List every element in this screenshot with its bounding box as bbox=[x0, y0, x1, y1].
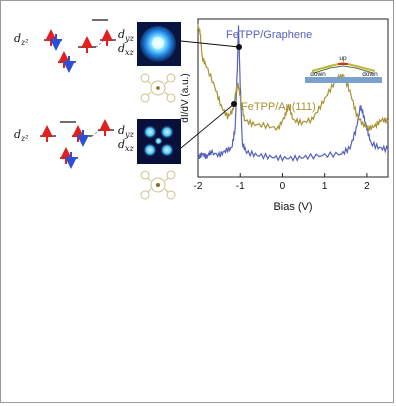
orbital-diagram-top: dz² dyz dxz bbox=[14, 19, 135, 73]
orbital-diagram-bottom: dz² dyz dxz bbox=[14, 119, 135, 169]
stm-image-bottom bbox=[137, 119, 181, 164]
x-tick-label: 2 bbox=[364, 181, 370, 192]
x-tick-label: -1 bbox=[236, 181, 245, 192]
inset-label-up: up bbox=[339, 55, 347, 62]
orbital-label-dyz-b: dyz bbox=[118, 124, 135, 139]
plot-frame bbox=[197, 18, 389, 178]
x-tick-label: -2 bbox=[194, 181, 203, 192]
inset-label-down-right: down bbox=[362, 71, 378, 78]
x-tick-label: 0 bbox=[280, 181, 286, 192]
x-tick-label: 1 bbox=[322, 181, 328, 192]
y-axis-label: dI/dV (a.u.) bbox=[180, 73, 191, 122]
inset-label-down-left: down bbox=[310, 71, 326, 78]
series-line-au bbox=[197, 23, 389, 132]
orbital-label-dyz: dyz bbox=[118, 28, 135, 43]
chart: -2 -1 0 1 2 FeTPP/Graphene FeTPP/Au(111) up … bbox=[180, 18, 389, 213]
orbital-label-dz2: dz² bbox=[14, 32, 28, 47]
orbital-label-dz2-b: dz² bbox=[14, 128, 28, 143]
orbital-label-dxz-b: dxz bbox=[118, 138, 135, 153]
molecule-model-top bbox=[140, 73, 176, 103]
stm-image-top bbox=[137, 22, 181, 66]
series-label-au: FeTPP/Au(111) bbox=[241, 101, 316, 113]
connector-line-bottom bbox=[180, 103, 235, 149]
connector-line-top bbox=[180, 40, 240, 48]
series-label-graphene: FeTPP/Graphene bbox=[226, 29, 312, 41]
molecule-model-bottom bbox=[140, 170, 176, 200]
connector-dot-bottom bbox=[231, 101, 237, 107]
series-line-graphene bbox=[197, 25, 389, 163]
substrate-bar bbox=[305, 77, 382, 83]
orbital-label-dxz: dxz bbox=[118, 42, 135, 57]
x-axis-label: Bias (V) bbox=[273, 201, 312, 213]
adsorption-inset: up down down bbox=[305, 55, 382, 83]
connector-dot-top bbox=[236, 44, 242, 50]
